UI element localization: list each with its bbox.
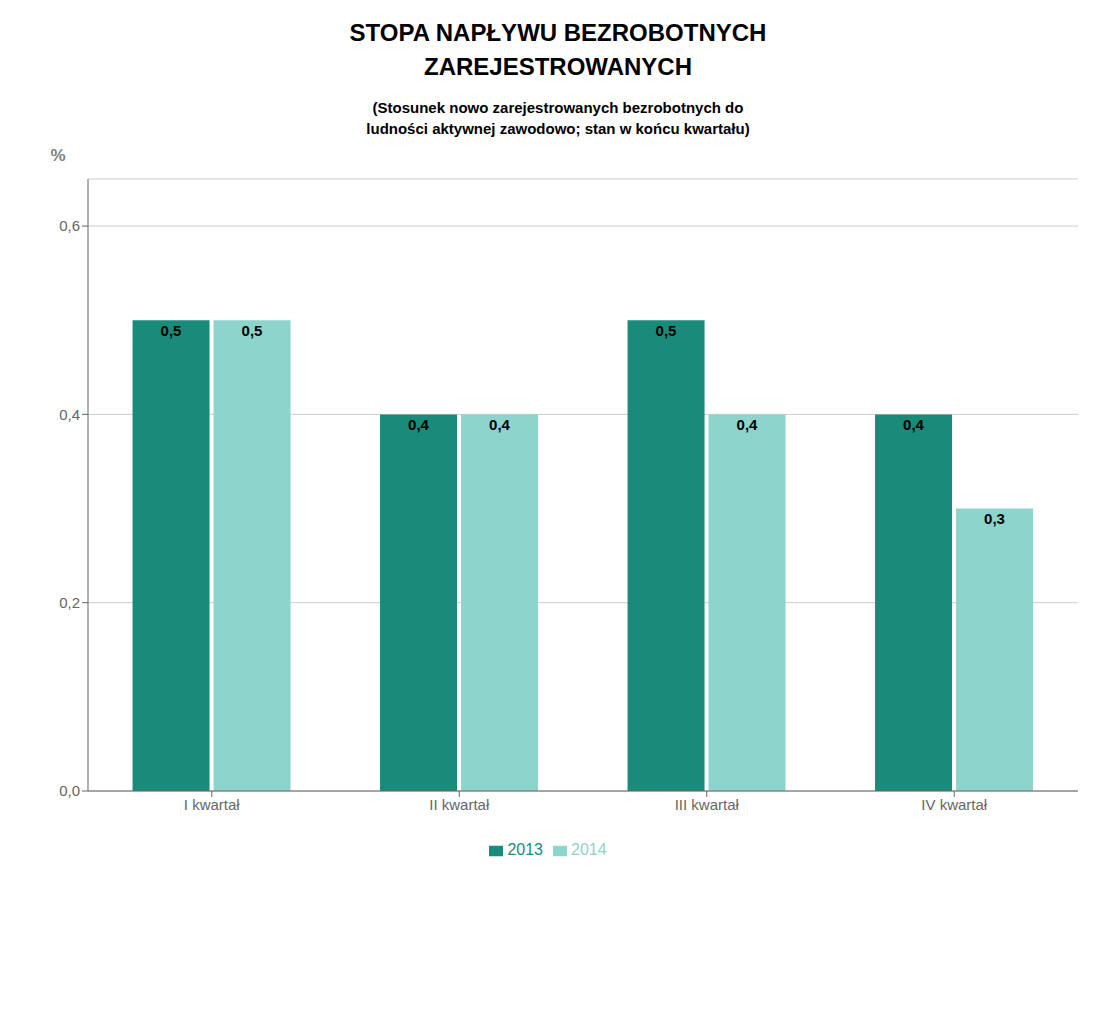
svg-text:IV kwartał: IV kwartał <box>921 796 988 813</box>
svg-text:0,6: 0,6 <box>59 218 80 235</box>
svg-text:II kwartał: II kwartał <box>429 796 490 813</box>
svg-text:0,4: 0,4 <box>737 416 759 433</box>
svg-text:0,2: 0,2 <box>59 594 80 611</box>
svg-text:I kwartał: I kwartał <box>184 796 241 813</box>
html-text:(Stosunek nowo zarejestrowanyc: (Stosunek nowo zarejestrowanych bezrobot… <box>372 99 744 117</box>
svg-text:0,5: 0,5 <box>242 322 263 339</box>
svg-text:III kwartał: III kwartał <box>675 796 740 813</box>
svg-text:0,4: 0,4 <box>903 416 925 433</box>
html-text:ZAREJESTROWANYCH: ZAREJESTROWANYCH <box>424 52 692 80</box>
svg-text:0,4: 0,4 <box>59 406 80 423</box>
svg-text:0,3: 0,3 <box>984 510 1005 527</box>
html-text:ludności aktywnej zawodowo; st: ludności aktywnej zawodowo; stan w końcu… <box>366 120 750 138</box>
html-text:2014: 2014 <box>571 841 607 859</box>
html-text:STOPA NAPŁYWU BEZROBOTNYCH: STOPA NAPŁYWU BEZROBOTNYCH <box>349 19 767 46</box>
html-text:2013: 2013 <box>507 841 543 859</box>
svg-text:0,5: 0,5 <box>161 322 182 339</box>
svg-text:0,4: 0,4 <box>489 416 511 433</box>
svg-text:0,0: 0,0 <box>59 783 80 800</box>
svg-text:0,4: 0,4 <box>408 416 430 433</box>
svg-text:0,5: 0,5 <box>656 322 677 339</box>
svg-text:%: % <box>50 146 65 165</box>
